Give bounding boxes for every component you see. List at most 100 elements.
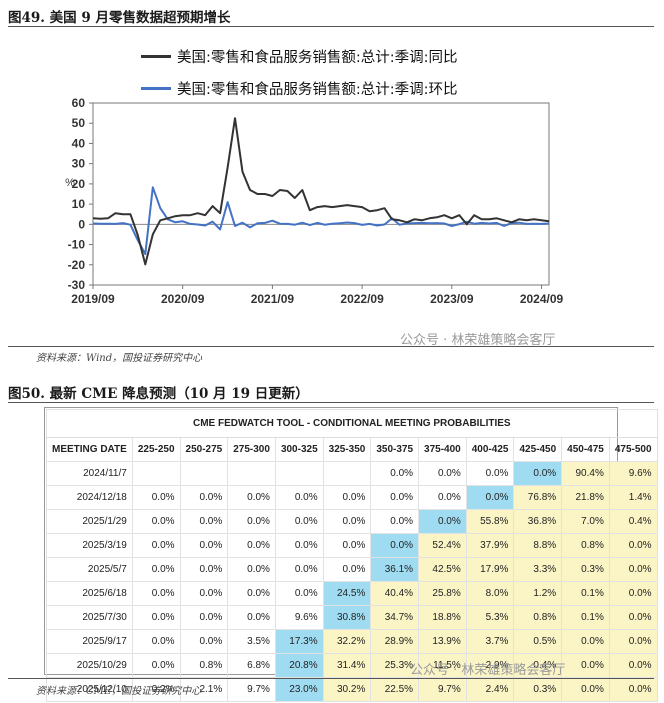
header-meeting-date: MEETING DATE [46,437,133,462]
probability-cell: 0.0% [274,557,324,582]
figure2-title: 图50. 最新 CME 降息预测（10 月 19 日更新） [8,386,309,402]
x-tick-label-2: 2021/09 [251,292,295,306]
probability-cell: 7.0% [561,509,610,534]
y-tick-label-0: -30 [68,278,86,292]
figure2-watermark: 公众号 · 林荣雄策略会客厅 [410,663,566,678]
meeting-date-cell: 2025/10/29 [46,653,133,678]
probability-cell: 11.5% [418,653,467,678]
table-row: 2025/3/19 0.0% 0.0% 0.0% 0.0% 0.0% 0.0% 52.4% 37… [46,533,658,558]
figure1-title-rule [8,26,654,27]
meeting-date-cell: 2025/3/19 [46,533,133,558]
probability-cell: 0.0% [322,485,372,510]
meeting-date-cell: 2025/5/7 [46,557,133,582]
probability-cell: 0.1% [561,605,610,630]
series-line-1 [92,186,550,256]
probability-cell: 0.0% [608,629,658,654]
probability-cell: 0.4% [513,653,563,678]
legend-label-mom: 美国:零售和食品服务销售额:总计:季调:环比 [177,82,458,98]
header-rate-range: 350-375 [370,437,420,462]
probability-cell: 24.5% [322,581,372,606]
probability-cell: 0.0% [274,533,324,558]
probability-cell: 3.7% [465,629,515,654]
figure1-source: 资料来源：Wind，国投证券研究中心 [36,353,203,364]
probability-cell: 36.1% [370,557,420,582]
header-rate-range: 375-400 [418,437,467,462]
probability-cell: 0.0% [131,653,181,678]
table-row: 2025/5/7 0.0% 0.0% 0.0% 0.0% 0.0% 36.1% 42.5% 17… [46,557,658,582]
probability-cell: 40.4% [370,581,420,606]
meeting-date-cell: 2025/1/29 [46,509,133,534]
probability-cell: 0.0% [608,533,658,558]
x-tick-label-0: 2019/09 [71,292,115,306]
probability-cell: 20.8% [274,653,324,678]
legend-item-mom: 美国:零售和食品服务销售额:总计:季调:环比 [141,78,458,99]
legend-label-yoy: 美国:零售和食品服务销售额:总计:季调:同比 [177,50,458,66]
probability-cell: 0.0% [227,581,276,606]
probability-cell: 0.0% [322,533,372,558]
probability-cell: 0.0% [131,629,181,654]
y-tick-label-9: 60 [72,96,86,110]
probability-cell: 3.3% [513,557,563,582]
legend-swatch-yoy [141,55,171,58]
probability-cell: 0.0% [227,557,276,582]
table-row: 2024/11/7 0.0% 0.0% 0.0% 0.0% 90.4% 9.6% [46,461,658,486]
table-row: 2025/9/17 0.0% 0.0% 3.5% 17.3% 32.2% 28.9% 13.9… [46,629,658,654]
probability-cell: 0.5% [513,629,563,654]
probability-cell: 36.8% [513,509,563,534]
figure1-title: 图49. 美国 9 月零售数据超预期增长 [8,10,231,26]
probability-cell: 21.8% [561,485,610,510]
probability-cell: 22.5% [370,677,420,702]
probability-cell: 0.0% [131,581,181,606]
probability-cell: 3.5% [227,629,276,654]
probability-cell: 0.0% [608,605,658,630]
probability-cell: 32.2% [322,629,372,654]
y-tick-label-8: 50 [72,116,86,130]
probability-cell: 9.6% [608,461,658,486]
probability-cell: 23.0% [274,677,324,702]
table-row: 2025/1/29 0.0% 0.0% 0.0% 0.0% 0.0% 0.0% 0.0% 55.… [46,509,658,534]
probability-cell: 55.8% [465,509,515,534]
probability-cell: 0.8% [179,653,229,678]
header-rate-range: 300-325 [274,437,324,462]
probability-cell: 0.0% [561,653,610,678]
table-row: 2024/12/18 0.0% 0.0% 0.0% 0.0% 0.0% 0.0% 0.0% 0.… [46,485,658,510]
probability-cell: 0.0% [370,485,420,510]
probability-cell: 0.0% [227,533,276,558]
y-tick-label-7: 40 [72,136,86,150]
probability-cell: 18.8% [418,605,467,630]
table-row: 2025/6/18 0.0% 0.0% 0.0% 0.0% 24.5% 40.4% 25.8%… [46,581,658,606]
probability-cell: 0.0% [227,605,276,630]
meeting-date-cell: 2025/9/17 [46,629,133,654]
probability-cell: 34.7% [370,605,420,630]
probability-cell: 37.9% [465,533,515,558]
probability-cell: 0.0% [179,605,229,630]
probability-cell: 0.0% [418,509,467,534]
probability-cell: 0.0% [179,509,229,534]
figure1-source-rule [8,346,654,347]
table-row: 2025/7/30 0.0% 0.0% 0.0% 9.6% 30.8% 34.7% 18.8%… [46,605,658,630]
probability-cell: 25.8% [418,581,467,606]
probability-cell: 30.2% [322,677,372,702]
line-chart: -30 -20 -10 0 10 20 30 40 50 60 2019/09 2020/09 2021… [65,96,564,306]
probability-cell: 0.0% [322,509,372,534]
x-tick-label-5: 2024/09 [520,292,564,306]
header-rate-range: 275-300 [227,437,276,462]
probability-cell: 0.0% [274,581,324,606]
probability-cell [322,461,372,486]
probability-cell: 0.0% [179,629,229,654]
x-tick-label-3: 2022/09 [340,292,384,306]
y-axis-label: % [65,177,75,189]
y-tick-label-3: 0 [78,217,85,231]
probability-cell [179,461,229,486]
plot-area [92,102,550,286]
x-tick-label-1: 2020/09 [161,292,205,306]
probability-cell: 0.0% [179,485,229,510]
y-tick-label-4: 10 [72,197,86,211]
legend-item-yoy: 美国:零售和食品服务销售额:总计:季调:同比 [141,46,458,67]
meeting-date-cell: 2025/7/30 [46,605,133,630]
probability-cell: 0.1% [561,581,610,606]
series-line-0 [92,117,550,266]
probability-cell: 0.0% [179,557,229,582]
probability-cell: 0.0% [513,461,563,486]
probability-cell: 0.0% [465,461,515,486]
